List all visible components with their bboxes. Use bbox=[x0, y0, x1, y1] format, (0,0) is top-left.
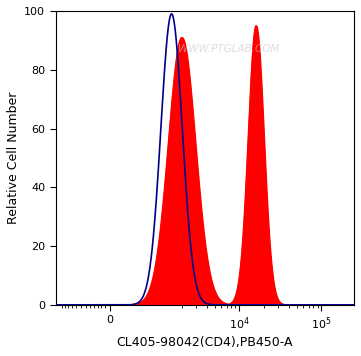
X-axis label: CL405-98042(CD4),PB450-A: CL405-98042(CD4),PB450-A bbox=[117, 336, 293, 349]
Y-axis label: Relative Cell Number: Relative Cell Number bbox=[7, 92, 20, 224]
Text: WWW.PTGLAB.COM: WWW.PTGLAB.COM bbox=[178, 44, 279, 54]
